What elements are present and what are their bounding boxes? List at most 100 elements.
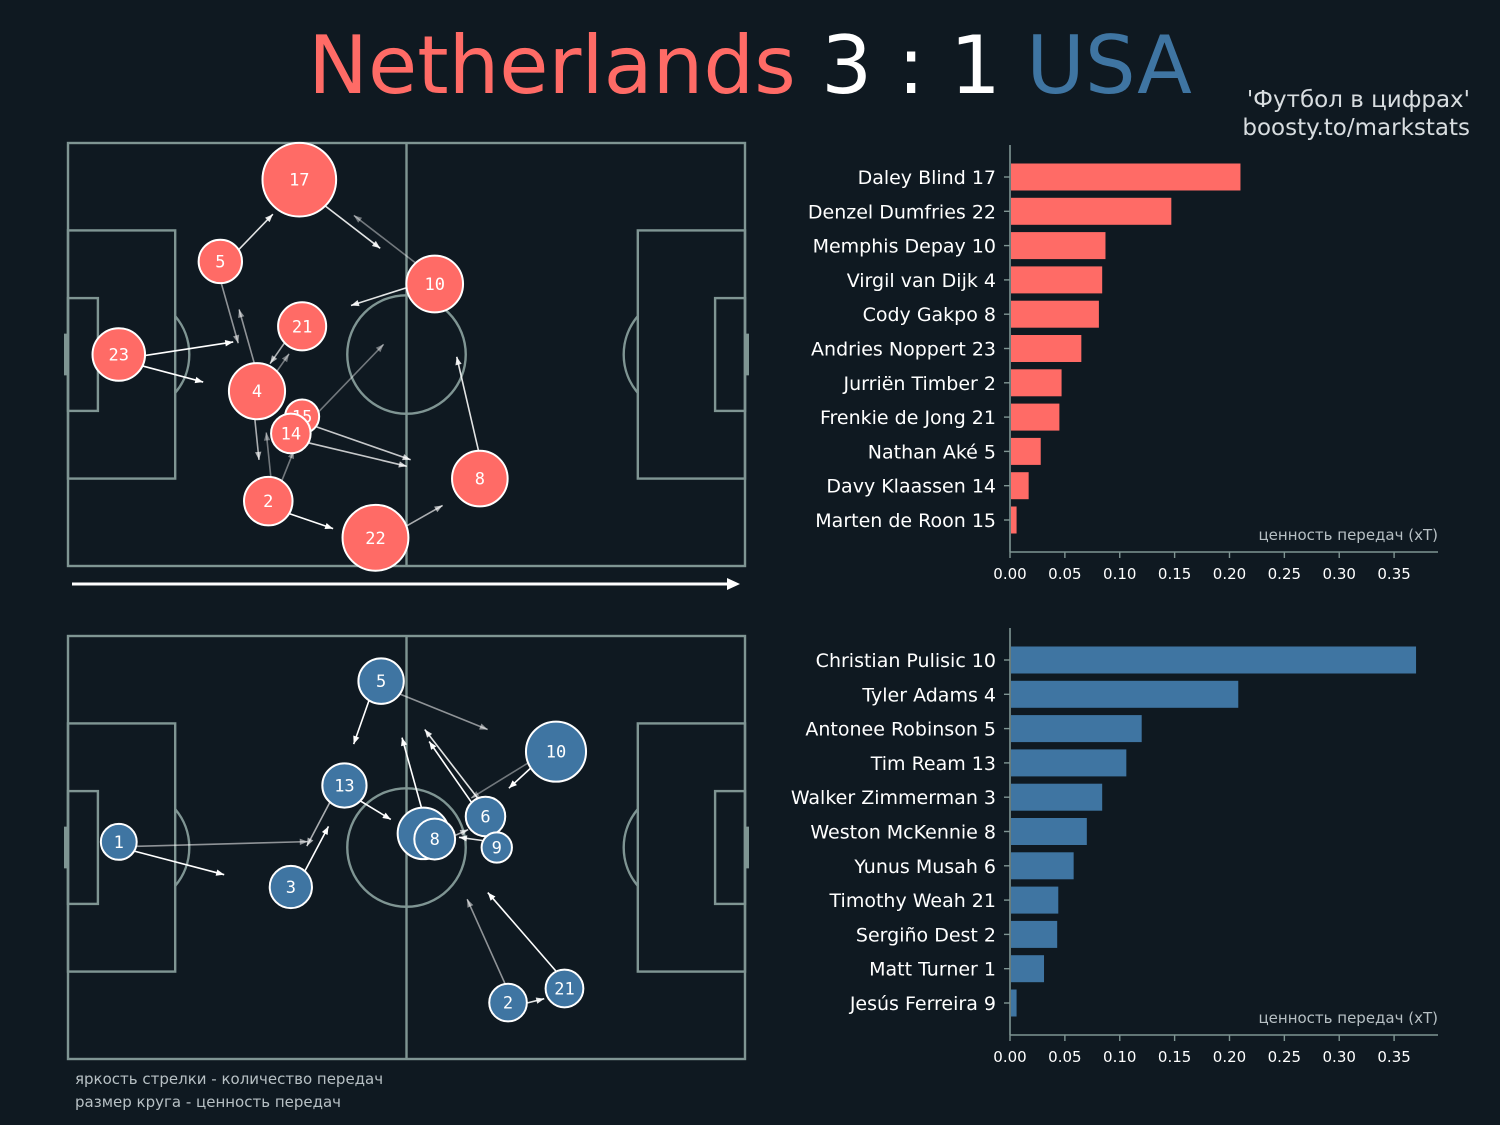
- bar-label-10: Jesús Ferreira 9: [849, 993, 996, 1015]
- pass-arrowhead-10-6: [508, 780, 517, 789]
- pass-arrowhead-10-21: [350, 299, 360, 307]
- x-tick-label-0.30: 0.30: [1323, 565, 1356, 583]
- credit-line-1: 'Футбол в цифрах': [1246, 87, 1470, 113]
- pass-arrow-4-5: [401, 737, 423, 808]
- legend-note: яркость стрелки - количество передач раз…: [75, 1068, 383, 1114]
- match-title: Netherlands 3 : 1 USA: [0, 18, 1500, 114]
- usa-xt-bar-chart: Christian Pulisic 10 Tyler Adams 4 Antonee…: [791, 628, 1438, 1066]
- player-number-13: 13: [334, 776, 354, 796]
- x-tick-label-0.15: 0.15: [1158, 1048, 1191, 1066]
- pass-arrow-23-4: [142, 365, 204, 383]
- pass-arrowhead-14-8: [398, 461, 407, 468]
- x-axis-label: ценность передач (xT): [1258, 526, 1438, 544]
- bar-label-0: Daley Blind 17: [858, 167, 996, 189]
- pass-arrow-4-21: [276, 353, 290, 372]
- player-node-3: [268, 864, 313, 910]
- bar-Antonee Robinson 5: [1011, 715, 1142, 743]
- home-team-name: Netherlands: [308, 19, 796, 112]
- usa-players: 51013148693212: [99, 657, 588, 1023]
- bar-Nathan Aké 5: [1011, 437, 1041, 465]
- netherlands-pitch: 175102123415148222: [64, 141, 749, 572]
- pass-arrow-15-8: [316, 426, 411, 461]
- pass-arrow-14-10: [307, 343, 385, 424]
- bar-Timothy Weah 21: [1011, 886, 1059, 914]
- player-number-3: 3: [286, 878, 296, 898]
- bar-label-4: Walker Zimmerman 3: [791, 787, 996, 809]
- player-node-14: [270, 412, 312, 455]
- pass-arrowhead-2-21: [535, 997, 545, 1004]
- attack-direction-arrow: [72, 578, 740, 590]
- pass-arrowhead-9-8: [458, 835, 468, 842]
- player-number-1: 1: [114, 833, 124, 853]
- player-node-21: [277, 301, 328, 352]
- bar-label-9: Davy Klaassen 14: [826, 476, 996, 498]
- pass-arrow-5-17: [238, 213, 274, 250]
- player-number-5: 5: [376, 672, 386, 692]
- player-node-4: [227, 362, 287, 421]
- pass-arrow-10-17: [353, 214, 416, 264]
- bar-label-3: Tim Ream 13: [870, 753, 996, 775]
- pass-arrowhead-2-4: [263, 432, 271, 441]
- player-node-10: [524, 720, 588, 783]
- player-node-21: [544, 968, 585, 1009]
- pass-arrow-6-5: [424, 729, 479, 799]
- pass-arrowhead-21-4: [270, 355, 278, 364]
- player-node-10: [405, 254, 465, 314]
- x-axis-label: ценность передач (xT): [1258, 1009, 1438, 1027]
- pass-arrowhead-6-5: [424, 729, 433, 738]
- player-number-6: 6: [480, 807, 490, 827]
- pass-arrowhead-14-10: [375, 344, 384, 353]
- player-number-21: 21: [292, 317, 312, 337]
- bar-Andries Noppert 23: [1011, 335, 1082, 362]
- player-number-10: 10: [424, 275, 444, 295]
- pass-arrowhead-2-8: [467, 899, 474, 908]
- pass-arrowhead-15-8: [402, 454, 411, 461]
- player-node-5: [197, 238, 244, 285]
- player-number-2: 2: [263, 492, 273, 512]
- usa-passes: [134, 693, 557, 1004]
- x-tick-label-0.35: 0.35: [1377, 565, 1410, 583]
- pass-arrowhead-5-13: [353, 735, 360, 745]
- pass-arrow-17-10: [324, 205, 381, 249]
- player-number-8: 8: [430, 830, 440, 850]
- match-score: 3 : 1: [821, 19, 1001, 112]
- x-tick-label-0.20: 0.20: [1213, 1048, 1246, 1066]
- bar-label-7: Timothy Weah 21: [829, 890, 996, 912]
- player-number-5: 5: [215, 252, 225, 272]
- pass-arrowhead-17-10: [371, 240, 381, 249]
- x-tick-label-0.25: 0.25: [1268, 565, 1301, 583]
- x-tick-label-0.25: 0.25: [1268, 1048, 1301, 1066]
- bar-Jesús Ferreira 9: [1011, 989, 1017, 1017]
- penalty-arc-right: [622, 808, 639, 887]
- legend-circle-size: размер круга - ценность передач: [75, 1093, 342, 1111]
- bar-label-5: Andries Noppert 23: [811, 339, 996, 361]
- player-node-23: [91, 327, 147, 382]
- player-number-10: 10: [546, 743, 566, 763]
- bar-Davy Klaassen 14: [1011, 472, 1029, 500]
- bar-label-3: Virgil van Dijk 4: [847, 270, 996, 292]
- attack-direction-head: [727, 578, 740, 590]
- x-tick-label-0.05: 0.05: [1048, 1048, 1081, 1066]
- netherlands-xt-bar-chart: Daley Blind 17 Denzel Dumfries 22 Memphis …: [808, 145, 1438, 583]
- bar-Matt Turner 1: [1011, 955, 1045, 983]
- pass-arrowhead-4-5: [401, 737, 408, 747]
- player-node-2: [243, 475, 294, 527]
- centre-circle: [346, 787, 467, 908]
- bar-label-10: Marten de Roon 15: [815, 510, 996, 532]
- x-tick-label-0.00: 0.00: [993, 1048, 1026, 1066]
- bar-label-5: Weston McKennie 8: [810, 822, 996, 844]
- credit-line-2: boosty.to/markstats: [1242, 115, 1470, 141]
- pass-arrowhead-5-4: [232, 334, 240, 344]
- player-number-9: 9: [492, 839, 502, 859]
- x-tick-label-0.15: 0.15: [1158, 565, 1191, 583]
- bar-label-6: Jurriën Timber 2: [843, 373, 996, 395]
- penalty-arc-left: [174, 315, 191, 394]
- bar-Virgil van Dijk 4: [1011, 266, 1103, 294]
- pass-arrowhead-5-17: [265, 214, 273, 223]
- x-tick-label-0.30: 0.30: [1323, 1048, 1356, 1066]
- player-node-8: [451, 449, 509, 508]
- bar-label-9: Matt Turner 1: [869, 959, 996, 981]
- source-credit: 'Футбол в цифрах' boosty.to/markstats: [1242, 86, 1470, 142]
